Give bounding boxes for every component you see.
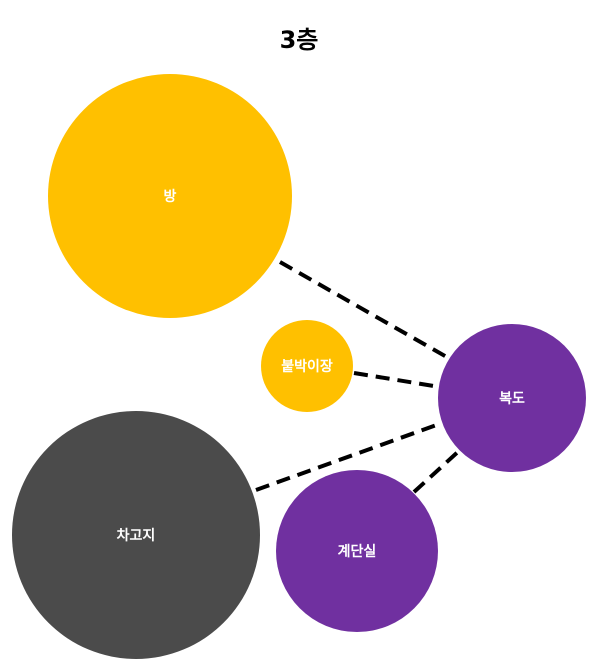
edge-closet-hallway — [353, 371, 441, 389]
node-stairs: 계단실 — [276, 470, 438, 632]
node-garage-label: 차고지 — [117, 528, 156, 544]
edge-room-hallway — [279, 260, 453, 362]
diagram-title: 3층 — [279, 26, 319, 54]
node-hallway-circle — [438, 324, 586, 472]
node-stairs-label: 계단실 — [338, 543, 377, 560]
node-garage: 차고지 — [12, 411, 260, 659]
edge-garage-hallway — [255, 421, 443, 492]
node-room-circle — [48, 74, 292, 318]
node-room: 방 — [48, 74, 292, 318]
node-hallway: 복도 — [438, 324, 586, 472]
node-room-label: 방 — [164, 188, 177, 205]
node-garage-circle — [12, 411, 260, 659]
node-closet-label: 붙박이장 — [281, 358, 333, 375]
edge-stairs-hallway — [412, 448, 462, 494]
node-closet-circle — [261, 320, 353, 412]
node-closet: 붙박이장 — [261, 320, 353, 412]
node-stairs-circle — [276, 470, 438, 632]
node-hallway-label: 복도 — [499, 391, 525, 407]
